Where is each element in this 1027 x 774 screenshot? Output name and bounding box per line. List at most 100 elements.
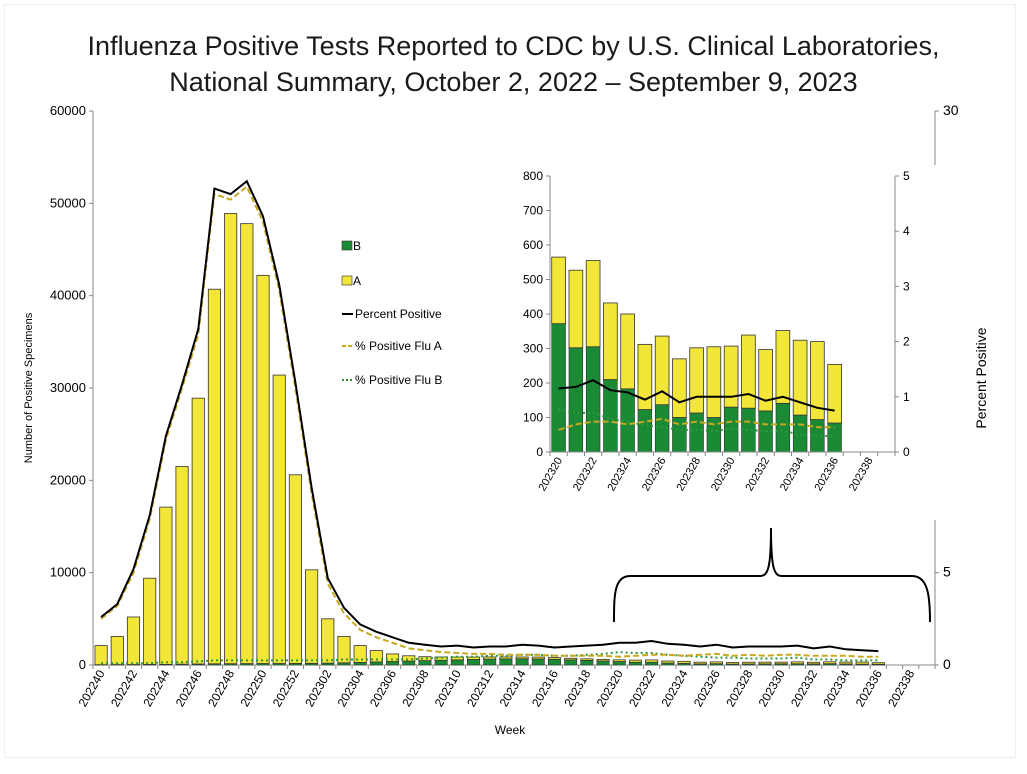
main-y-tick-label: 60000: [50, 103, 86, 118]
chart-title-line-2: National Summary, October 2, 2022 – Sept…: [169, 67, 858, 97]
main-x-tick-label: 202250: [237, 667, 269, 709]
inset-y2-tick-label: 2: [903, 335, 910, 349]
main-bar-b: [612, 661, 626, 666]
inset-bar-b: [792, 414, 808, 453]
main-bar-b: [418, 660, 432, 666]
legend-label: B: [353, 239, 361, 253]
main-bar-a: [726, 662, 740, 665]
inset-bar-a: [672, 358, 687, 418]
main-bar-a: [305, 569, 319, 664]
inset-bar-b: [775, 403, 791, 453]
main-bar-a: [499, 656, 513, 660]
inset-bar-b: [741, 407, 756, 453]
main-x-tick-label: 202242: [108, 667, 140, 709]
main-y2-tick-label: 30: [943, 102, 959, 118]
main-bar-a: [580, 658, 594, 661]
main-y-tick-label: 40000: [50, 288, 86, 303]
main-bar-a: [564, 657, 578, 661]
main-bar-a: [126, 616, 141, 665]
main-x-tick-label: 202322: [626, 667, 658, 709]
main-bar-a: [547, 657, 562, 660]
inset-bar-a: [810, 341, 825, 420]
main-x-tick-label: 202326: [691, 667, 723, 709]
main-x-tick-label: 202248: [205, 667, 237, 709]
inset-bar-b: [637, 409, 653, 453]
main-bar-a: [855, 661, 869, 665]
inset-bars: [551, 256, 842, 453]
inset-line-pct-flu-b: [558, 407, 835, 438]
inset-y-tick-label: 800: [523, 169, 543, 183]
inset-bar-a: [758, 349, 773, 412]
main-bar-a: [321, 618, 335, 664]
inset-y-tick-label: 600: [523, 238, 543, 252]
inset-line-pct-flu-a: [558, 417, 835, 431]
main-bar-a: [677, 660, 691, 664]
main-x-tick-label: 202246: [173, 667, 205, 709]
main-x-tick-label: 202304: [335, 667, 367, 709]
inset-y2-tick-label: 1: [903, 390, 910, 404]
main-bar-a: [337, 635, 351, 664]
main-x-tick-label: 202336: [853, 667, 885, 709]
main-x-tick-label: 202302: [302, 667, 334, 709]
main-bar-a: [774, 661, 788, 665]
chart-title-line-1: Influenza Positive Tests Reported to CDC…: [87, 31, 940, 61]
inset-y-tick-label: 500: [523, 273, 543, 287]
legend-label: A: [353, 274, 361, 288]
main-bar-a: [94, 645, 108, 666]
inset-bar-a: [568, 269, 584, 349]
inset-bar-a: [741, 334, 756, 409]
main-bars: [94, 213, 885, 666]
main-x-tick-label: 202310: [432, 667, 464, 709]
inset-y-tick-label: 700: [523, 204, 543, 218]
main-bar-b: [628, 661, 642, 666]
main-y2-tick-label: 0: [943, 656, 951, 672]
main-bar-b: [645, 661, 659, 666]
main-bar-b: [580, 660, 594, 666]
inset-y-tick-label: 100: [523, 411, 543, 425]
main-x-tick-label: 202316: [529, 667, 561, 709]
inset-y2-tick-label: 4: [903, 224, 910, 238]
main-bar-a: [758, 661, 772, 665]
inset-lines: [558, 379, 835, 438]
main-bar-a: [596, 658, 610, 662]
main-bar-a: [531, 656, 545, 660]
main-x-tick-label: 202318: [561, 667, 593, 709]
main-bar-a: [402, 655, 416, 662]
main-bar-b: [515, 658, 529, 666]
main-bar-a: [483, 656, 497, 660]
main-bar-a: [224, 213, 238, 665]
legend-label: % Positive Flu B: [355, 373, 442, 387]
main-x-tick-label: 202320: [594, 667, 626, 709]
main-bar-b: [450, 659, 464, 666]
inset-bar-b: [585, 346, 601, 453]
main-bar-b: [467, 659, 480, 666]
main-x-tick-label: 202328: [723, 667, 755, 709]
main-y-tick-label: 20000: [50, 472, 86, 487]
main-bar-b: [564, 659, 578, 666]
inset-y2-tick-label: 3: [903, 279, 910, 293]
inset-bar-a: [551, 256, 566, 325]
main-bar-a: [839, 661, 853, 665]
main-y-tick-label: 30000: [50, 380, 86, 395]
main-x-tick-label: 202332: [788, 667, 820, 709]
main-y-tick-label: 10000: [50, 565, 86, 580]
main-bar-a: [418, 656, 432, 662]
main-x-tick-label: 202244: [140, 667, 172, 709]
inset-bar-a: [827, 363, 842, 424]
main-bar-a: [645, 659, 659, 663]
legend-label: % Positive Flu A: [355, 339, 442, 353]
main-bar-a: [175, 466, 189, 665]
main-bar-a: [742, 661, 756, 665]
main-bar-b: [531, 658, 545, 666]
main-x-tick-label: 202312: [464, 667, 496, 709]
main-bar-a: [369, 650, 383, 663]
main-bar-a: [110, 635, 124, 666]
main-x-tick-label: 202314: [497, 667, 529, 709]
main-bar-a: [207, 288, 221, 665]
main-bar-a: [386, 653, 400, 662]
inset-y-tick-label: 200: [523, 376, 543, 390]
main-bar-a: [807, 661, 821, 665]
inset-bar-a: [775, 330, 791, 404]
inset-y-tick-label: 400: [523, 307, 543, 321]
